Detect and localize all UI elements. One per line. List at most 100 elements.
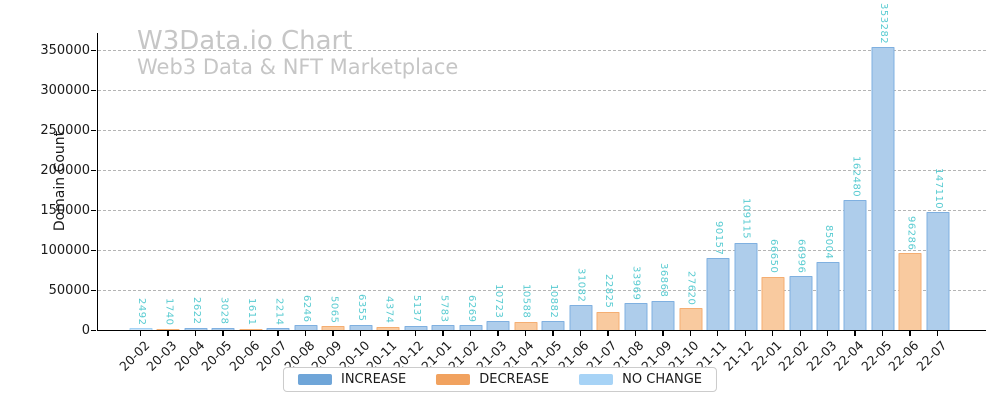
x-tick-mark [167,331,169,336]
y-tick-label: 200000 [40,162,90,178]
bar-column: 10588 [512,33,539,330]
y-tick-label: 350000 [40,42,90,58]
bar-20-07 [266,328,290,330]
bar-22-01 [761,276,785,330]
bar-column: 33969 [622,33,649,330]
chart-title: W3Data.io Chart [137,26,353,56]
bar-21-09 [651,300,675,330]
bar-column: 66650 [759,33,786,330]
x-tick-label: 22-06 [885,337,922,374]
x-tick-mark [772,331,774,336]
bar-value-label: 96286 [905,215,917,250]
bar-column: 353282 [869,3,896,330]
bar-value-label: 1740 [163,298,175,326]
x-tick-mark [414,331,417,336]
bar-value-label: 5137 [410,295,422,323]
bar-value-label: 36868 [658,263,670,298]
x-tick-mark [469,331,472,336]
y-tick-mark [91,330,96,332]
x-tick-mark [799,331,801,336]
legend-label: INCREASE [340,372,407,387]
bar-value-label: 2492 [135,297,147,326]
bar-column: 2622 [182,33,209,330]
plot-area: 2492 1740 2622 3028 1611 2214 6246 5065 6355 4374… [97,3,986,331]
y-tick-mark [91,49,96,52]
bar-column: 1611 [237,33,264,330]
bar-value-label: 162480 [850,155,862,197]
bar-22-02 [789,276,812,330]
bar-22-07 [926,212,950,330]
bar-value-label: 2622 [190,297,202,325]
x-tick-mark [497,331,499,336]
legend-item-increase: INCREASE [297,372,407,387]
bar-value-label: 31082 [575,267,587,303]
y-tick-label: 250000 [40,122,90,138]
bar-21-04 [514,321,538,330]
y-tick-label: 50000 [48,282,90,298]
bar-value-label: 66650 [768,239,780,274]
bar-value-label: 5065 [328,295,340,323]
bar-column: 147110 [924,33,951,330]
x-tick-mark [552,331,554,336]
bar-21-08 [624,302,648,330]
x-tick-label: 20-06 [225,337,263,374]
bar-22-05 [871,47,895,330]
x-tick-label: 22-01 [747,337,785,374]
bar-column: 5065 [320,33,347,330]
bar-column: 6355 [347,33,374,330]
x-tick-mark [689,331,691,336]
bar-20-09 [321,325,345,330]
bar-20-06 [239,328,263,330]
bar-20-05 [211,327,235,330]
x-tick-mark [827,331,829,336]
y-tick-mark [91,249,96,252]
x-tick-mark [332,331,334,336]
bar-column: 96286 [897,33,924,330]
x-tick-mark [387,331,389,336]
x-tick-mark [607,331,609,336]
bar-value-label: 22825 [603,274,615,309]
x-tick-label: 20-02 [115,337,153,374]
bar-22-04 [843,199,867,330]
x-tick-mark [524,331,527,336]
bar-column: 27620 [677,33,704,330]
bar-column: 4374 [375,33,402,330]
legend-label: DECREASE [479,372,550,387]
bar-column: 162480 [842,33,869,330]
x-tick-mark [249,331,252,336]
bar-column: 2492 [127,33,154,330]
x-tick-label: 22-07 [912,337,950,374]
x-tick-mark [277,331,279,336]
gridline [98,209,986,211]
x-tick-mark [717,331,719,336]
y-tick-label: 300000 [40,82,90,98]
x-tick-mark [140,331,142,336]
x-tick-mark [909,331,911,336]
bar-20-04 [184,327,208,330]
legend-swatch-decrease [436,374,471,385]
bar-value-label: 10588 [520,284,532,319]
gridline [98,169,986,171]
bar-value-label: 10882 [548,283,560,319]
x-tick-mark [744,331,746,336]
x-tick-label: 22-02 [775,337,812,374]
gridline [98,129,986,131]
x-tick-mark [222,331,224,336]
bar-21-10 [679,307,703,330]
bar-column: 10882 [539,33,566,330]
bar-column: 5783 [430,33,457,330]
bar-20-03 [156,328,180,330]
x-tick-label: 22-03 [802,337,840,374]
bar-value-label: 66996 [795,239,807,274]
x-tick-mark [634,331,637,336]
bar-21-03 [486,321,510,330]
bar-column: 6246 [292,33,319,330]
bar-value-label: 147110 [932,168,944,210]
x-tick-mark [881,331,884,336]
chart-subtitle: Web3 Data & NFT Marketplace [137,55,459,79]
bar-column: 109115 [732,33,759,330]
bar-21-12 [734,242,758,330]
bar-21-05 [541,321,565,330]
bar-value-label: 6355 [355,294,367,322]
